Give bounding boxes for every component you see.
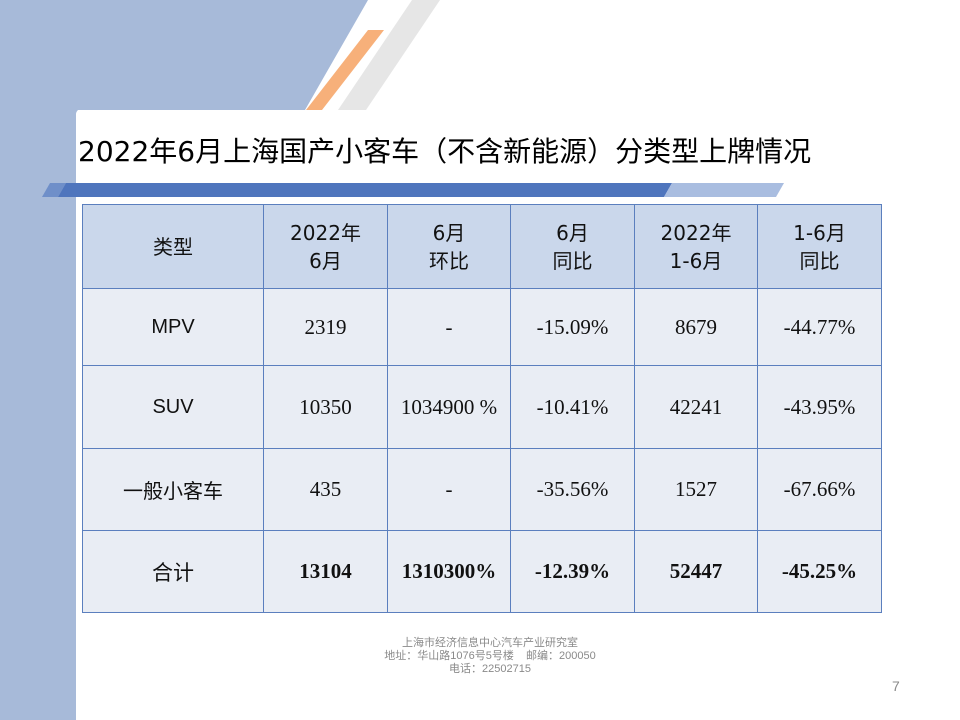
table-row: SUV 10350 1034900 % -10.41% 42241 -43.95… [82, 365, 882, 449]
table-row: 一般小客车 435 - -35.56% 1527 -67.66% [82, 448, 882, 531]
side-band-shape [0, 0, 368, 720]
cell-type: MPV [82, 288, 264, 366]
footer-phone: 电话：22502715 [449, 663, 531, 675]
table-row: MPV 2319 - -15.09% 8679 -44.77% [82, 288, 882, 366]
footer-org: 上海市经济信息中心汽车产业研究室 [402, 637, 578, 649]
page-number: 7 [892, 678, 900, 694]
cell-jan-jun-yoy: -43.95% [757, 365, 882, 449]
cell-june-mom: - [387, 288, 511, 366]
cell-june-2022: 435 [263, 448, 388, 531]
orange-stripe [306, 30, 384, 110]
header-jan-jun-2022: 2022年 1-6月 [634, 204, 758, 289]
table-header-row: 类型 2022年 6月 6月 环比 6月 同比 2022年 1-6月 1-6月 同比 [82, 204, 882, 289]
header-june-mom: 6月 环比 [387, 204, 511, 289]
cell-type: 一般小客车 [82, 448, 264, 531]
registration-table: 类型 2022年 6月 6月 环比 6月 同比 2022年 1-6月 1-6月 同比 MP… [82, 204, 882, 613]
cell-june-2022: 2319 [263, 288, 388, 366]
table-total-row: 合计 13104 1310300% -12.39% 52447 -45.25% [82, 530, 882, 613]
header-june-2022: 2022年 6月 [263, 204, 388, 289]
cell-june-yoy: -35.56% [510, 448, 635, 531]
cell-type: SUV [82, 365, 264, 449]
cell-june-2022: 10350 [263, 365, 388, 449]
cell-jan-jun-2022: 42241 [634, 365, 758, 449]
cell-jan-jun-yoy: -67.66% [757, 448, 882, 531]
cell-jan-jun-yoy: -45.25% [757, 530, 882, 613]
title-underline-right [664, 183, 784, 197]
cell-june-yoy: -15.09% [510, 288, 635, 366]
cell-type: 合计 [82, 530, 264, 613]
footer-address: 地址：华山路1076号5号楼 邮编：200050 [384, 650, 596, 662]
cell-jan-jun-2022: 1527 [634, 448, 758, 531]
slide-title: 2022年6月上海国产小客车（不含新能源）分类型上牌情况 [78, 135, 812, 168]
cell-jan-jun-2022: 8679 [634, 288, 758, 366]
cell-june-yoy: -12.39% [510, 530, 635, 613]
footer-contact: 上海市经济信息中心汽车产业研究室 地址：华山路1076号5号楼 邮编：20005… [300, 637, 680, 676]
title-underline-bar [58, 183, 672, 197]
cell-jan-jun-2022: 52447 [634, 530, 758, 613]
cell-june-mom: - [387, 448, 511, 531]
grey-stripe [338, 0, 440, 110]
cell-jan-jun-yoy: -44.77% [757, 288, 882, 366]
cell-june-mom: 1310300% [387, 530, 511, 613]
header-june-yoy: 6月 同比 [510, 204, 635, 289]
cell-june-mom: 1034900 % [387, 365, 511, 449]
header-type: 类型 [82, 204, 264, 289]
header-jan-jun-yoy: 1-6月 同比 [757, 204, 882, 289]
cell-june-yoy: -10.41% [510, 365, 635, 449]
cell-june-2022: 13104 [263, 530, 388, 613]
